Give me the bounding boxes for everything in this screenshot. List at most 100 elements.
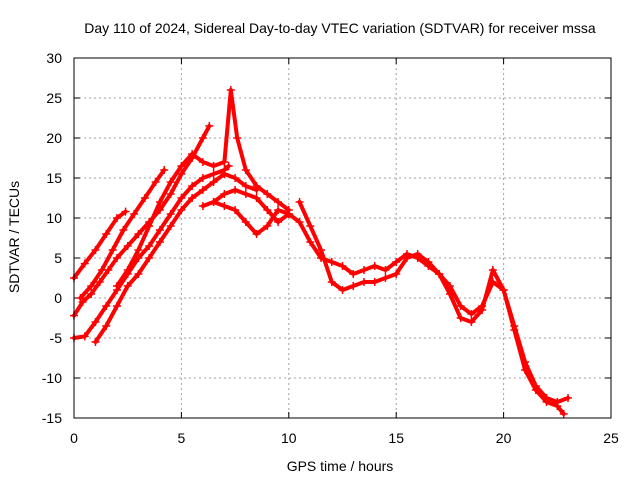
data-point: [413, 250, 422, 258]
data-point: [370, 278, 379, 286]
data-point: [123, 266, 132, 274]
data-point: [209, 178, 218, 186]
plot-frame: [73, 57, 612, 419]
data-point: [327, 278, 336, 286]
data-point: [112, 302, 121, 310]
data-point: [220, 202, 229, 210]
data-point: [274, 206, 283, 214]
data-point: [338, 286, 347, 294]
data-point: [488, 266, 497, 274]
series-layer: [70, 86, 573, 418]
data-point: [91, 338, 100, 346]
data-point: [140, 194, 149, 202]
data-point: [349, 270, 358, 278]
data-point: [252, 230, 261, 238]
data-point: [284, 210, 293, 218]
y-tick-label: 5: [54, 250, 62, 266]
x-tick-label: 25: [603, 430, 619, 446]
data-point: [424, 258, 433, 266]
x-tick-label: 15: [388, 430, 404, 446]
y-tick-label: -5: [50, 330, 63, 346]
data-point: [359, 278, 368, 286]
data-point: [499, 286, 508, 294]
y-tick-label: 0: [54, 290, 62, 306]
data-point: [91, 246, 100, 254]
data-point: [220, 170, 229, 178]
data-point: [295, 198, 304, 206]
data-point: [392, 270, 401, 278]
data-point: [327, 258, 336, 266]
data-point: [559, 410, 568, 418]
x-tick-label: 0: [70, 430, 78, 446]
data-point: [209, 198, 218, 206]
data-point: [155, 226, 164, 234]
data-point: [231, 186, 240, 194]
data-point: [338, 262, 347, 270]
data-point: [274, 198, 283, 206]
data-point: [188, 150, 197, 158]
data-point: [231, 174, 240, 182]
data-point: [381, 266, 390, 274]
data-point: [349, 282, 358, 290]
data-point: [231, 206, 240, 214]
data-point: [112, 214, 121, 222]
y-tick-label: 25: [46, 90, 62, 106]
data-point: [467, 318, 476, 326]
data-point: [198, 134, 207, 142]
data-point: [359, 266, 368, 274]
series-5: [76, 166, 169, 302]
data-point: [306, 222, 315, 230]
data-point: [521, 358, 530, 366]
data-point: [241, 190, 250, 198]
x-tick-label: 20: [496, 430, 512, 446]
data-point: [76, 294, 85, 302]
data-point: [198, 158, 207, 166]
data-point: [263, 190, 272, 198]
data-point: [198, 174, 207, 182]
data-point: [123, 282, 132, 290]
series-3: [70, 162, 233, 342]
x-tick-label: 5: [178, 430, 186, 446]
data-point: [402, 254, 411, 262]
data-point: [166, 222, 175, 230]
data-point: [306, 238, 315, 246]
data-point: [102, 302, 111, 310]
data-point: [91, 318, 100, 326]
data-point: [108, 246, 117, 254]
series-8: [209, 198, 568, 418]
data-point: [177, 162, 186, 170]
x-tick-label: 10: [281, 430, 297, 446]
data-point: [370, 262, 379, 270]
data-point: [87, 290, 96, 298]
data-point: [166, 190, 175, 198]
data-point: [241, 218, 250, 226]
data-point: [151, 178, 160, 186]
data-point: [112, 254, 121, 262]
data-point: [252, 194, 261, 202]
data-point: [198, 202, 207, 210]
data-point: [130, 210, 139, 218]
data-point: [160, 166, 169, 174]
data-point: [435, 270, 444, 278]
data-point: [445, 290, 454, 298]
data-point: [80, 332, 89, 341]
y-tick-label: -10: [42, 370, 62, 386]
series-line: [297, 200, 570, 404]
data-point: [134, 246, 143, 254]
data-point: [542, 394, 551, 402]
y-tick-label: 10: [46, 210, 62, 226]
data-point: [564, 394, 573, 402]
data-point: [205, 122, 214, 130]
data-point: [198, 186, 207, 194]
data-point: [510, 322, 519, 330]
data-point: [123, 242, 132, 250]
data-point: [241, 182, 250, 190]
series-line: [211, 200, 566, 416]
data-point: [166, 210, 175, 218]
data-point: [119, 226, 128, 234]
y-tick-label: 15: [46, 170, 62, 186]
series-4: [91, 170, 261, 346]
data-point: [87, 282, 96, 290]
data-point: [553, 398, 562, 406]
